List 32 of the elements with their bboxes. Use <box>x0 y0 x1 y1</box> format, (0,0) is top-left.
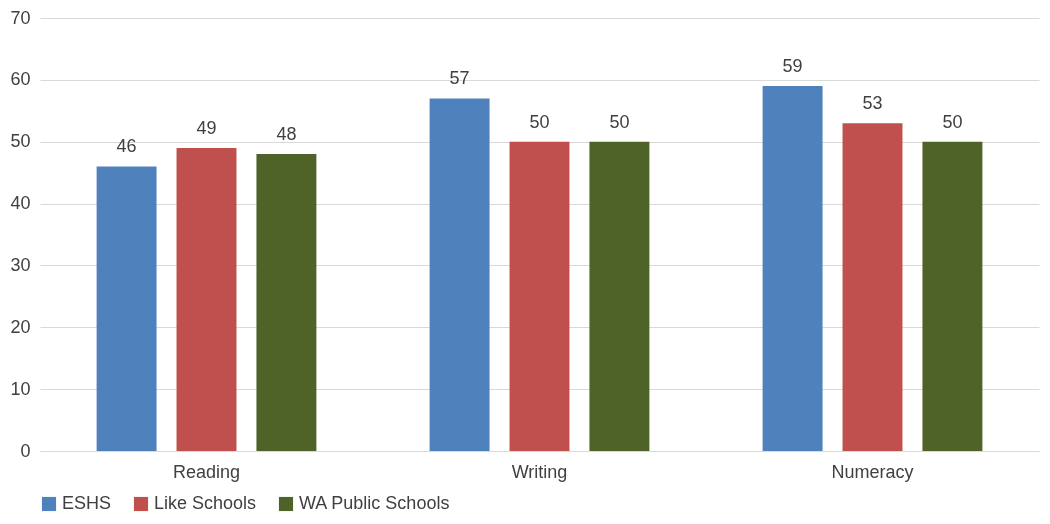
bar <box>842 123 903 451</box>
y-tick-label: 30 <box>10 254 31 275</box>
y-tick-label: 10 <box>10 378 31 399</box>
data-label: 50 <box>529 111 550 132</box>
y-tick-label: 20 <box>10 316 31 337</box>
bar <box>509 141 570 451</box>
data-label: 46 <box>116 136 137 157</box>
legend-label: Like Schools <box>154 493 257 513</box>
bar <box>762 86 823 451</box>
data-label: 50 <box>609 111 630 132</box>
y-tick-label: 40 <box>10 193 31 214</box>
data-label: 48 <box>276 124 297 145</box>
bar <box>429 98 490 451</box>
x-tick-label: Writing <box>511 461 568 482</box>
legend-label: WA Public Schools <box>299 493 450 513</box>
data-label: 57 <box>449 68 470 89</box>
data-label: 49 <box>196 117 217 138</box>
legend-label: ESHS <box>62 493 112 513</box>
bar <box>176 147 237 451</box>
data-label: 50 <box>942 111 963 132</box>
y-tick-label: 0 <box>20 440 31 461</box>
y-tick-label: 60 <box>10 69 31 90</box>
bar <box>96 166 157 451</box>
x-tick-label: Reading <box>172 461 241 482</box>
data-label: 53 <box>862 93 883 114</box>
bar <box>256 154 317 451</box>
bar <box>922 141 983 451</box>
x-tick-label: Numeracy <box>831 461 914 482</box>
bar <box>589 141 650 451</box>
y-tick-label: 50 <box>10 131 31 152</box>
y-tick-label: 70 <box>10 7 31 28</box>
data-label: 59 <box>782 56 803 77</box>
